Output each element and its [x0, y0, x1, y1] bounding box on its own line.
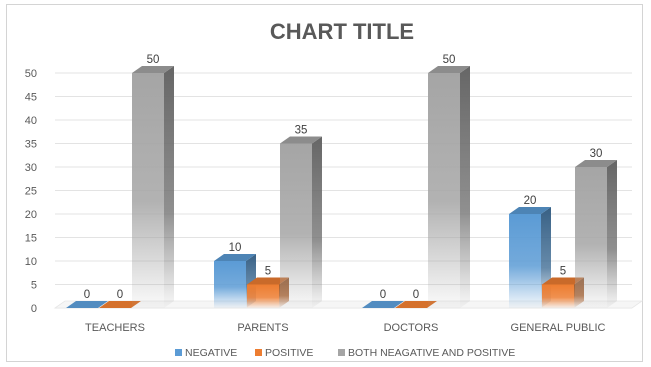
chart-frame: CHART TITLE 0 5 10 15 20 25 30 35 40 45 50 0 0 50 10 5…: [6, 4, 644, 362]
legend-label: POSITIVE: [265, 347, 313, 359]
data-labels: 0 0 50 10 5 35 0 0 50 20 5 30: [84, 54, 603, 301]
x-category-label: GENERAL PUBLIC: [511, 322, 606, 334]
data-label: 5: [560, 266, 566, 278]
y-tick-label: 50: [25, 68, 37, 80]
y-tick-label: 15: [25, 233, 37, 245]
data-label: 0: [413, 289, 419, 301]
bar-both-neagative-and-positive-parents: [280, 136, 322, 308]
legend-swatch: [175, 349, 182, 356]
bar-positive-doctors: [395, 301, 437, 308]
legend-label: BOTH NEAGATIVE AND POSITIVE: [348, 347, 515, 359]
bar-negative-doctors: [362, 301, 404, 308]
chart-title: CHART TITLE: [270, 19, 414, 44]
data-label: 0: [117, 289, 123, 301]
bar-both-neagative-and-positive-teachers: [132, 66, 174, 308]
legend-entry: NEGATIVE: [175, 347, 237, 359]
y-tick-label: 5: [31, 280, 37, 292]
x-category-label: PARENTS: [237, 322, 288, 334]
y-tick-label: 30: [25, 162, 37, 174]
y-tick-label: 10: [25, 256, 37, 268]
data-label: 0: [380, 289, 386, 301]
data-label: 0: [84, 289, 90, 301]
bar-negative-general-public: [509, 207, 551, 308]
bar-both-neagative-and-positive-general-public: [575, 160, 617, 308]
legend-swatch: [338, 349, 345, 356]
y-tick-label: 20: [25, 209, 37, 221]
y-axis-ticks: 0 5 10 15 20 25 30 35 40 45 50: [25, 68, 37, 315]
legend-entry: BOTH NEAGATIVE AND POSITIVE: [338, 347, 515, 359]
legend-label: NEGATIVE: [185, 347, 237, 359]
y-tick-label: 35: [25, 139, 37, 151]
y-tick-label: 0: [31, 303, 37, 315]
bars: [66, 66, 617, 308]
legend: NEGATIVE POSITIVE BOTH NEAGATIVE AND POSIT…: [175, 347, 515, 359]
x-category-label: TEACHERS: [85, 322, 145, 334]
x-axis-categories: TEACHERS PARENTS DOCTORS GENERAL PUBLIC: [85, 322, 605, 334]
x-category-label: DOCTORS: [384, 322, 439, 334]
y-tick-label: 45: [25, 92, 37, 104]
legend-swatch: [255, 349, 262, 356]
bar-positive-teachers: [99, 301, 141, 308]
data-label: 35: [295, 125, 308, 137]
bar-both-neagative-and-positive-doctors: [428, 66, 470, 308]
data-label: 5: [265, 266, 271, 278]
data-label: 20: [524, 195, 537, 207]
data-label: 50: [443, 54, 456, 66]
y-tick-label: 25: [25, 186, 37, 198]
data-label: 30: [590, 148, 603, 160]
legend-entry: POSITIVE: [255, 347, 313, 359]
y-tick-label: 40: [25, 115, 37, 127]
data-label: 50: [147, 54, 160, 66]
data-label: 10: [229, 242, 242, 254]
bar-negative-teachers: [66, 301, 108, 308]
